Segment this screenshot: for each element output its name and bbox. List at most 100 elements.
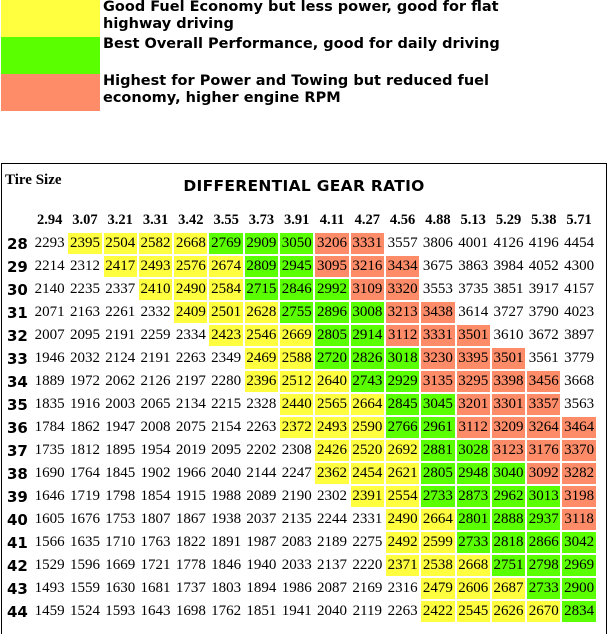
- rpm-cell: 3501: [456, 325, 490, 346]
- rpm-cell: 2126: [140, 373, 171, 389]
- rpm-cell: 2040: [211, 465, 242, 481]
- rpm-cell: 3851: [493, 281, 524, 297]
- rpm-cell: 2037: [246, 511, 277, 527]
- rpm-cell: 2826: [350, 348, 384, 369]
- rpm-cell: 3045: [421, 394, 455, 415]
- tire-size-header: Tire Size: [5, 172, 62, 188]
- rpm-cell: 4052: [528, 258, 559, 274]
- tire-size-cell: 33: [7, 349, 28, 368]
- ratio-header: 3.55: [213, 212, 239, 228]
- rpm-cell: 2261: [105, 304, 136, 320]
- rpm-cell: 1891: [211, 534, 242, 550]
- rpm-cell: 2259: [140, 327, 171, 343]
- rpm-cell: 3675: [422, 258, 453, 274]
- rpm-cell: 2190: [281, 488, 312, 504]
- rpm-cell: 2670: [527, 601, 561, 622]
- rpm-cell: 1894: [246, 580, 277, 596]
- rpm-cell: 2362: [315, 463, 349, 484]
- rpm-cell: 2962: [491, 486, 526, 507]
- rpm-cell: 1854: [140, 488, 171, 504]
- rpm-cell: 4300: [564, 258, 595, 274]
- rpm-cell: 2538: [421, 555, 455, 576]
- rpm-cell: 2565: [315, 394, 349, 415]
- rpm-cell: 3357: [527, 394, 561, 415]
- rpm-cell: 3553: [422, 281, 453, 297]
- rpm-cell: 2668: [456, 555, 490, 576]
- rpm-cell: 3230: [421, 348, 455, 369]
- table-row: 36 1784 1862 1947 2008 2075 2154 2263 2372 2493 25…: [5, 417, 596, 438]
- rpm-cell: 1915: [175, 488, 206, 504]
- rpm-cell: 1987: [246, 534, 277, 550]
- rpm-cell: 1698: [175, 603, 206, 619]
- rpm-cell: 2733: [456, 532, 490, 553]
- rpm-cell: 2169: [352, 580, 383, 596]
- rpm-cell: 3779: [564, 350, 595, 366]
- rpm-cell: 2440: [280, 394, 314, 415]
- tire-size-cell: 28: [7, 234, 28, 253]
- rpm-cell: 2715: [244, 279, 279, 300]
- rpm-cell: 1529: [34, 557, 65, 573]
- rpm-cell: 1778: [175, 557, 206, 573]
- legend-item: Good Fuel Economy but less power, good f…: [1, 0, 521, 37]
- tire-size-cell: 37: [7, 441, 28, 460]
- rpm-cell: 2331: [352, 511, 383, 527]
- rpm-cell: 2845: [385, 394, 420, 415]
- rpm-cell: 2371: [385, 555, 420, 576]
- rpm-cell: 3614: [458, 304, 489, 320]
- rpm-cell: 2751: [491, 555, 526, 576]
- rpm-cell: 3672: [528, 327, 559, 343]
- rpm-cell: 2945: [280, 256, 314, 277]
- rpm-cell: 1798: [105, 488, 136, 504]
- rpm-cell: 3118: [562, 509, 596, 530]
- rpm-cell: 2328: [246, 396, 277, 412]
- rpm-cell: 1524: [69, 603, 100, 619]
- rpm-cell: 2961: [421, 417, 455, 438]
- rpm-cell: 4001: [458, 235, 489, 251]
- rpm-cell: 1807: [140, 511, 171, 527]
- rpm-cell: 1646: [34, 488, 65, 504]
- legend-swatch: [1, 0, 100, 37]
- rpm-cell: 2140: [34, 281, 65, 297]
- rpm-cell: 2929: [385, 371, 420, 392]
- rpm-cell: 1851: [246, 603, 277, 619]
- rpm-cell: 2948: [456, 463, 490, 484]
- rpm-cell: 2687: [491, 578, 526, 599]
- legend-item: Highest for Power and Towing but reduced…: [1, 73, 521, 111]
- rpm-cell: 1753: [105, 511, 136, 527]
- rpm-cell: 2137: [317, 557, 348, 573]
- tire-size-cell: 32: [7, 326, 28, 345]
- tire-size-cell: 34: [7, 372, 28, 391]
- rpm-cell: 2590: [350, 417, 384, 438]
- rpm-cell: 3917: [528, 281, 559, 297]
- rpm-cell: 3040: [491, 463, 526, 484]
- rpm-cell: 2395: [68, 233, 102, 254]
- rpm-cell: 2154: [211, 419, 242, 435]
- rpm-cell: 2089: [246, 488, 277, 504]
- rpm-cell: 2554: [385, 486, 420, 507]
- rpm-cell: 2743: [350, 371, 384, 392]
- rpm-cell: 2040: [317, 603, 348, 619]
- rpm-cell: 1669: [105, 557, 136, 573]
- rpm-cell: 2769: [209, 233, 243, 254]
- rpm-cell: 1946: [34, 350, 65, 366]
- rpm-cell: 2244: [317, 511, 348, 527]
- rpm-cell: 1762: [211, 603, 242, 619]
- rpm-cell: 1719: [69, 488, 100, 504]
- rpm-cell: 3092: [527, 463, 561, 484]
- rpm-cell: 2191: [105, 327, 136, 343]
- rpm-cell: 3050: [280, 233, 314, 254]
- rpm-cell: 2479: [421, 578, 455, 599]
- rpm-cell: 2501: [209, 302, 243, 323]
- rpm-cell: 2834: [562, 601, 596, 622]
- rpm-cell: 2576: [174, 256, 208, 277]
- rpm-cell: 2766: [385, 417, 420, 438]
- rpm-cell: 2588: [280, 348, 314, 369]
- rpm-cell: 1940: [246, 557, 277, 573]
- table-row: 30 2140 2235 2337 2410 2490 2584 2715 2846 2992 31…: [5, 279, 596, 300]
- rpm-cell: 3008: [350, 302, 384, 323]
- rpm-cell: 2720: [315, 348, 349, 369]
- table-row: 41 1566 1635 1710 1763 1822 1891 1987 2083 2189 22…: [5, 532, 596, 553]
- rpm-cell: 2062: [105, 373, 136, 389]
- rpm-cell: 2422: [421, 601, 455, 622]
- rpm-cell: 2798: [527, 555, 561, 576]
